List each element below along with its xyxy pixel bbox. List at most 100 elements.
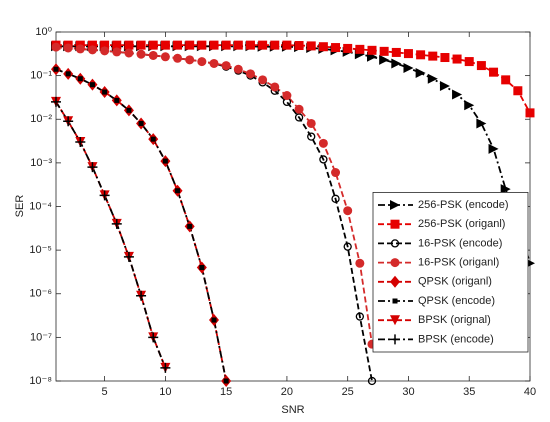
marker xyxy=(211,317,217,323)
marker xyxy=(75,44,85,54)
marker xyxy=(209,58,219,68)
marker xyxy=(258,40,268,50)
y-tick-label: 10⁻⁸ xyxy=(29,375,52,387)
marker xyxy=(294,113,304,122)
marker xyxy=(53,66,59,72)
marker xyxy=(379,54,390,65)
marker xyxy=(136,290,147,301)
marker xyxy=(75,137,86,148)
marker xyxy=(162,158,168,164)
marker xyxy=(87,162,98,173)
y-tick-label: 10⁻² xyxy=(30,113,52,125)
marker xyxy=(440,53,450,63)
legend: 256-PSK (encode) 256-PSK (origanl) 16-PSK … xyxy=(372,191,529,353)
marker xyxy=(197,40,207,50)
marker xyxy=(488,143,499,154)
marker xyxy=(65,71,71,77)
marker xyxy=(355,44,365,54)
marker xyxy=(136,40,146,50)
marker xyxy=(51,42,61,52)
legend-marker xyxy=(390,334,400,345)
marker xyxy=(245,69,255,79)
legend-marker xyxy=(390,200,400,210)
marker xyxy=(367,45,377,55)
x-tick-label: 35 xyxy=(463,386,475,398)
marker xyxy=(427,73,438,84)
marker xyxy=(525,108,535,118)
y-tick-label: 10⁻⁶ xyxy=(29,288,52,300)
marker xyxy=(307,132,316,141)
marker xyxy=(51,96,61,107)
marker xyxy=(221,40,231,50)
marker xyxy=(391,47,401,57)
marker xyxy=(124,40,134,50)
series-line xyxy=(56,45,531,264)
marker xyxy=(355,312,364,321)
legend-box xyxy=(372,191,529,353)
marker xyxy=(391,58,402,69)
marker xyxy=(513,86,523,96)
y-tick-label: 10⁻⁷ xyxy=(30,331,52,343)
marker xyxy=(185,40,195,50)
legend-marker xyxy=(390,239,400,248)
marker xyxy=(379,46,389,56)
marker xyxy=(318,138,328,148)
marker xyxy=(100,46,110,56)
marker xyxy=(294,104,304,114)
marker xyxy=(282,40,292,50)
legend-label: 256-PSK (encode) xyxy=(418,199,509,211)
x-axis-label: SNR xyxy=(281,404,304,416)
marker xyxy=(319,155,328,164)
marker xyxy=(175,188,181,194)
marker xyxy=(100,40,110,50)
marker xyxy=(185,55,195,65)
y-tick-label: 10⁻⁵ xyxy=(29,244,52,256)
marker xyxy=(318,42,328,52)
marker xyxy=(102,89,108,95)
marker xyxy=(209,40,219,50)
marker xyxy=(489,67,499,77)
marker xyxy=(124,48,134,58)
marker xyxy=(187,223,193,229)
x-tick-label: 5 xyxy=(102,386,108,398)
y-tick-label: 10⁻³ xyxy=(30,157,52,169)
legend-label: QPSK (origanl) xyxy=(418,276,492,288)
marker xyxy=(476,118,487,129)
marker xyxy=(452,54,462,64)
marker xyxy=(355,258,365,268)
marker xyxy=(111,218,122,229)
marker xyxy=(138,120,144,126)
y-tick-label: 10⁻¹ xyxy=(30,70,52,82)
legend-marker xyxy=(392,298,398,304)
marker xyxy=(160,40,170,50)
marker xyxy=(403,62,414,73)
marker xyxy=(221,61,231,71)
marker xyxy=(464,57,474,67)
marker xyxy=(126,107,132,113)
marker xyxy=(89,82,95,88)
legend-label: 16-PSK (origanl) xyxy=(418,257,499,269)
y-tick-label: 10⁻⁴ xyxy=(29,200,52,212)
marker xyxy=(223,378,229,384)
series-line xyxy=(55,101,167,369)
y-axis-label: SER xyxy=(14,195,26,218)
x-tick-label: 20 xyxy=(281,386,293,398)
marker xyxy=(150,136,156,142)
marker xyxy=(160,52,170,62)
x-tick-label: 40 xyxy=(524,386,536,398)
marker xyxy=(112,40,122,50)
marker xyxy=(343,43,353,53)
marker xyxy=(306,41,316,51)
y-tick-label: 10⁰ xyxy=(35,26,52,38)
marker xyxy=(114,97,120,103)
marker xyxy=(160,362,171,373)
x-tick-label: 30 xyxy=(402,386,414,398)
marker xyxy=(367,376,377,386)
marker xyxy=(148,40,158,50)
legend-label: BPSK (orignal) xyxy=(418,314,491,326)
legend-marker xyxy=(390,258,400,268)
marker xyxy=(63,116,74,127)
marker xyxy=(415,67,426,78)
marker xyxy=(439,80,450,91)
legend-marker xyxy=(390,275,400,288)
